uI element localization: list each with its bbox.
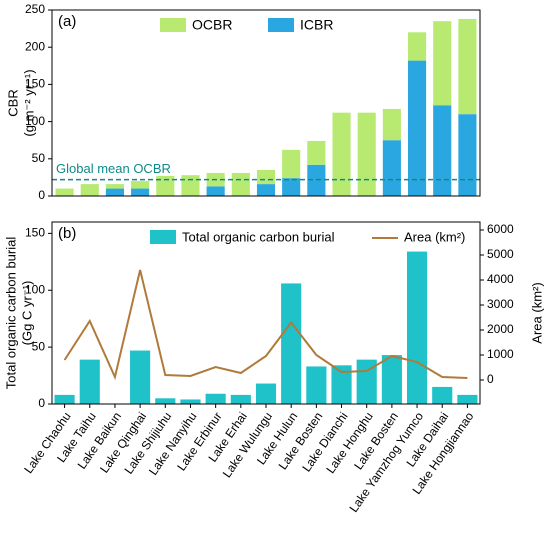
y2-tick-label: 6000 (487, 222, 514, 236)
bar (406, 251, 428, 404)
bar (230, 394, 251, 404)
bar (457, 394, 478, 404)
bar-segment (231, 172, 250, 196)
bar-segment (156, 175, 175, 196)
y-tick-label: 150 (25, 77, 45, 91)
bar-segment (105, 188, 125, 196)
y-tick-label: 100 (25, 114, 45, 128)
bar-segment (382, 140, 401, 196)
bar-segment (458, 114, 477, 196)
legend-label: Area (km²) (404, 229, 465, 244)
y-tick-label: 100 (25, 282, 45, 296)
bar-segment (458, 18, 477, 115)
bar-segment (206, 186, 225, 196)
bar (130, 350, 151, 404)
y-tick-label: 50 (32, 339, 46, 353)
bar-segment (433, 21, 452, 106)
y2-tick-label: 2000 (487, 322, 514, 336)
y-tick-label: 150 (25, 226, 45, 240)
y-axis-label: (g m⁻² yr⁻¹) (21, 69, 36, 136)
y-tick-label: 250 (25, 2, 45, 16)
bar (180, 399, 201, 404)
bar-segment (407, 32, 427, 61)
y-axis-label: (Gg C yr⁻¹) (19, 281, 34, 346)
y2-tick-label: 0 (487, 372, 494, 386)
bar-segment (433, 105, 452, 196)
bar-segment (105, 184, 125, 189)
bar-segment (80, 184, 99, 196)
legend-swatch (268, 18, 294, 32)
y-tick-label: 0 (38, 396, 45, 410)
bar (331, 365, 352, 404)
bar (79, 359, 100, 404)
bar (281, 283, 302, 404)
bar-segment (181, 175, 200, 196)
bar-segment (282, 178, 301, 196)
bar-segment (282, 149, 301, 179)
plot-frame (51, 9, 481, 197)
bar-segment (131, 181, 150, 189)
bar-segment (256, 184, 276, 196)
area-line (63, 269, 468, 381)
bar-segment (131, 188, 150, 196)
bar (205, 393, 226, 404)
y2-tick-label: 4000 (487, 272, 514, 286)
plot-frame (51, 221, 481, 405)
bar (432, 386, 453, 404)
bar-segment (407, 60, 427, 197)
bar-segment (357, 112, 376, 196)
bar (255, 383, 277, 404)
legend-swatch (150, 230, 176, 244)
bar-segment (332, 112, 351, 196)
legend-label: OCBR (192, 17, 232, 33)
y-axis-label: CBR (5, 89, 20, 116)
y-tick-label: 50 (32, 151, 46, 165)
y2-axis-label: Area (km²) (529, 282, 544, 343)
y-tick-label: 0 (38, 188, 45, 202)
bar (54, 394, 75, 404)
bar (381, 355, 402, 404)
bar-segment (55, 188, 74, 196)
bar-segment (382, 108, 401, 141)
panel-label: (a) (58, 13, 76, 30)
panel-label: (b) (58, 225, 76, 242)
bar (306, 366, 327, 404)
legend-swatch (160, 18, 186, 32)
reference-label: Global mean OCBR (56, 161, 171, 176)
bar-segment (307, 140, 326, 165)
bar-segment (256, 169, 276, 185)
y2-tick-label: 1000 (487, 347, 514, 361)
y2-tick-label: 3000 (487, 297, 514, 311)
y-tick-label: 200 (25, 39, 45, 53)
y-axis-label: Total organic carbon burial (3, 237, 18, 390)
legend-label: Total organic carbon burial (182, 229, 335, 244)
legend-label: ICBR (300, 17, 333, 33)
bar (155, 398, 176, 404)
y2-tick-label: 5000 (487, 247, 514, 261)
